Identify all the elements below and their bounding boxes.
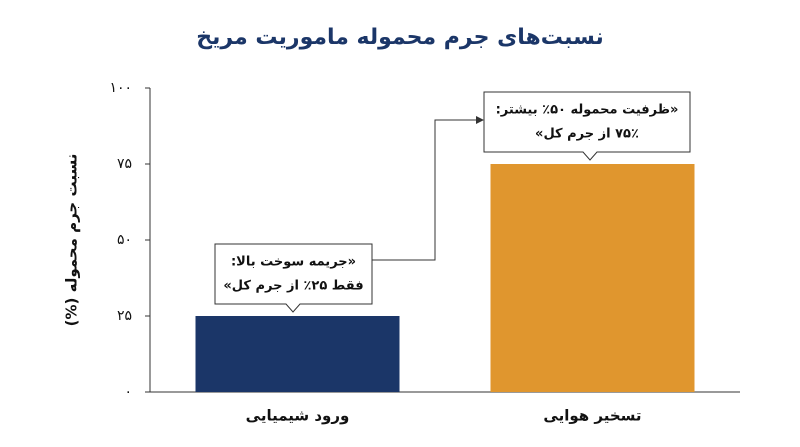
- y-axis-label: نسبت جرم محموله (%): [63, 154, 81, 327]
- chart-title: نسبت‌های جرم محموله ماموریت مریخ: [196, 25, 603, 50]
- y-tick-label: ۲۵: [117, 308, 132, 324]
- callout-text: «ظرفیت محموله ۵۰٪ بیشتر:: [496, 103, 679, 118]
- bar: [490, 164, 695, 392]
- y-tick-label: ۱۰۰: [109, 80, 132, 96]
- callout-text: ۷۵٪ از جرم کل»: [535, 127, 639, 142]
- y-tick-label: ۰: [124, 384, 132, 400]
- y-tick-label: ۵۰: [117, 232, 132, 248]
- callout-box: [483, 91, 691, 161]
- callout-box: [214, 243, 373, 313]
- connector-arrow: [372, 119, 478, 261]
- arrow-head: [476, 116, 484, 124]
- bar: [195, 316, 400, 392]
- callout-text: «جریمه سوخت بالا:: [231, 255, 356, 270]
- y-tick-label: ۷۵: [117, 156, 132, 172]
- x-tick-label: تسخیر هوایی: [543, 407, 641, 425]
- callout-text: فقط ۲۵٪ از جرم کل»: [223, 279, 363, 294]
- x-tick-label: ورود شیمیایی: [246, 407, 350, 425]
